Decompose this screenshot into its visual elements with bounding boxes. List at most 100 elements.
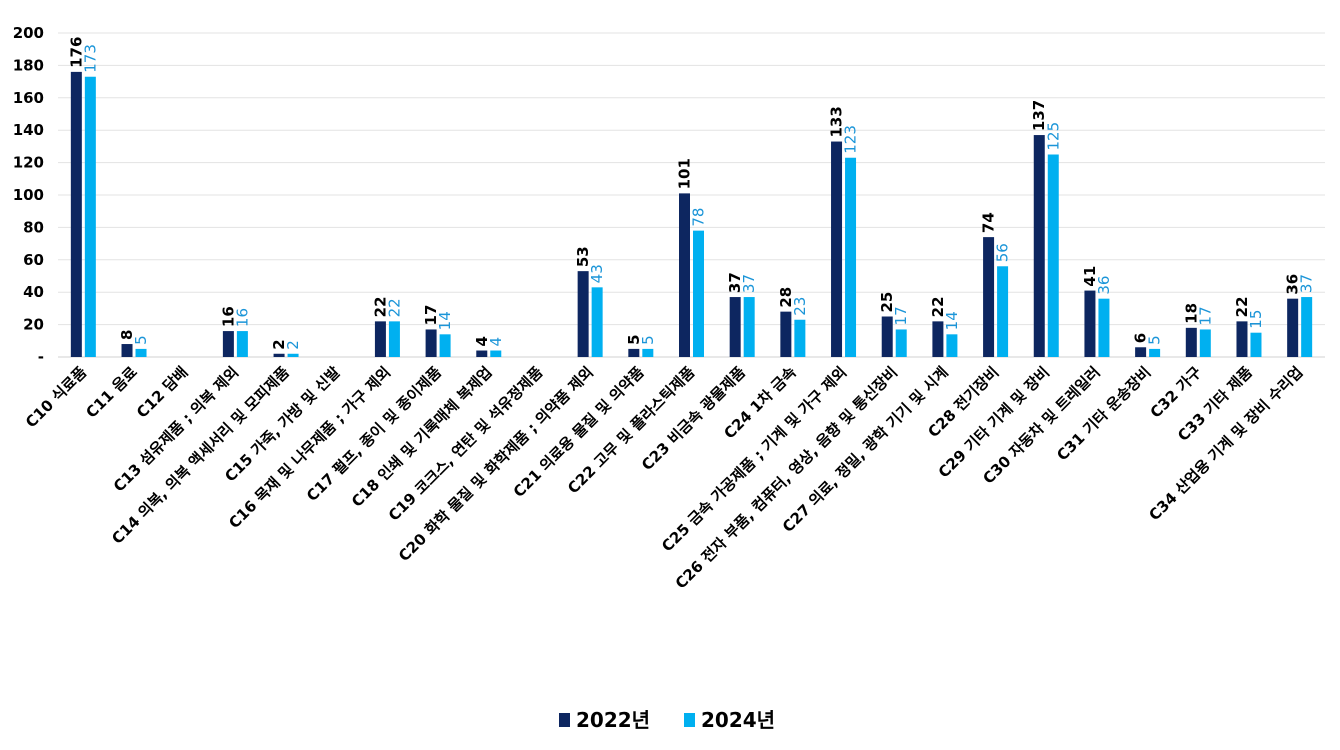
data-label: 22 [385, 298, 403, 317]
x-tick-label: C31 기타 운송장비 [1053, 363, 1154, 464]
bar-series1 [881, 316, 893, 357]
data-label: 43 [588, 264, 606, 283]
bar-series2 [1199, 329, 1211, 357]
legend-label: 2022년 [576, 708, 650, 732]
y-tick-label: 60 [23, 251, 44, 269]
data-label: 36 [1095, 276, 1113, 295]
data-label: 16 [219, 306, 237, 327]
bar-series2 [946, 334, 958, 357]
y-tick-label: 100 [13, 186, 44, 204]
data-label: 5 [1146, 335, 1164, 345]
data-label: 123 [842, 125, 860, 154]
bar-series2 [794, 319, 806, 357]
bar-series2 [287, 353, 299, 357]
legend: 2022년 2024년 [559, 708, 775, 732]
data-label: 74 [980, 212, 998, 233]
bar-series1 [1287, 298, 1299, 357]
y-tick-label: 80 [23, 218, 44, 236]
data-label: 17 [422, 305, 440, 326]
data-label: 133 [828, 106, 846, 137]
bar-series1 [1135, 347, 1147, 357]
y-tick-label: 20 [23, 316, 44, 334]
bar-series2 [743, 297, 755, 357]
data-label: 36 [1284, 274, 1302, 295]
x-tick-label: C10 식료품 [22, 363, 90, 431]
data-label: 5 [639, 335, 657, 345]
bar-series2 [1098, 298, 1110, 357]
data-label: 22 [929, 296, 947, 317]
bar-series1 [831, 141, 843, 357]
bar-series2 [490, 350, 502, 357]
data-label: 15 [1247, 310, 1265, 329]
bar-series1 [983, 237, 995, 357]
y-tick-label: 200 [13, 24, 44, 42]
data-label: 16 [233, 308, 251, 327]
y-tick-label: 40 [23, 283, 44, 301]
data-label: 14 [436, 311, 454, 330]
data-label: 23 [791, 297, 809, 316]
data-label: 101 [676, 158, 694, 189]
bar-series2 [1250, 332, 1262, 357]
legend-label: 2024년 [701, 708, 775, 732]
bar-series2 [1301, 297, 1313, 357]
data-label: 4 [473, 336, 491, 346]
bar-series1 [628, 348, 640, 357]
bar-series2 [895, 329, 907, 357]
bar-series1 [679, 193, 690, 357]
data-label: 78 [690, 208, 708, 227]
bar-series2 [845, 157, 857, 357]
bar-series1 [70, 71, 82, 357]
data-label: 25 [878, 292, 896, 313]
bar-series2 [1047, 154, 1059, 357]
data-label: 53 [574, 246, 592, 267]
bar-series1 [222, 331, 234, 357]
data-label: 18 [1182, 303, 1200, 324]
bars [70, 71, 1313, 358]
legend-swatch [684, 713, 695, 727]
data-label: 28 [777, 287, 795, 308]
bar-series2 [84, 76, 96, 358]
y-tick-label: 160 [13, 89, 44, 107]
data-label: 6 [1132, 333, 1150, 343]
bar-series1 [780, 311, 792, 357]
bar-series2 [135, 348, 147, 357]
data-label: 2 [270, 339, 288, 349]
data-label: 137 [1030, 100, 1048, 131]
y-tick-label: 140 [13, 121, 44, 139]
bar-series1 [932, 321, 944, 357]
bar-series1 [273, 353, 285, 357]
bar-series1 [1033, 135, 1045, 357]
bar-series2 [1149, 348, 1161, 357]
data-label: 41 [1081, 266, 1099, 287]
data-label: 173 [81, 44, 99, 73]
data-label: 17 [1196, 306, 1214, 325]
bar-series2 [693, 230, 704, 357]
y-tick-label: 180 [13, 56, 44, 74]
bar-series2 [642, 348, 654, 357]
bar-series1 [374, 321, 386, 357]
data-label: 37 [740, 274, 758, 293]
data-label: 2 [284, 340, 302, 350]
bar-series1 [476, 350, 488, 357]
data-label: 5 [625, 334, 643, 344]
bar-series2 [388, 321, 400, 357]
x-tick-label: C11 음료 [82, 363, 141, 422]
bar-series1 [1185, 327, 1197, 357]
data-label: 125 [1044, 122, 1062, 151]
bar-series2 [591, 287, 603, 357]
bar-series1 [1236, 321, 1248, 357]
data-label: 22 [371, 296, 389, 317]
data-label: 4 [487, 337, 505, 347]
data-label: 37 [726, 272, 744, 293]
data-label: 56 [994, 243, 1012, 262]
bar-series1 [577, 271, 589, 357]
bar-series1 [425, 329, 437, 357]
bar-series2 [236, 331, 248, 357]
data-label: 22 [1233, 296, 1251, 317]
bar-series1 [729, 297, 741, 357]
data-label: 37 [1298, 274, 1316, 293]
y-tick-label: - [38, 348, 44, 366]
